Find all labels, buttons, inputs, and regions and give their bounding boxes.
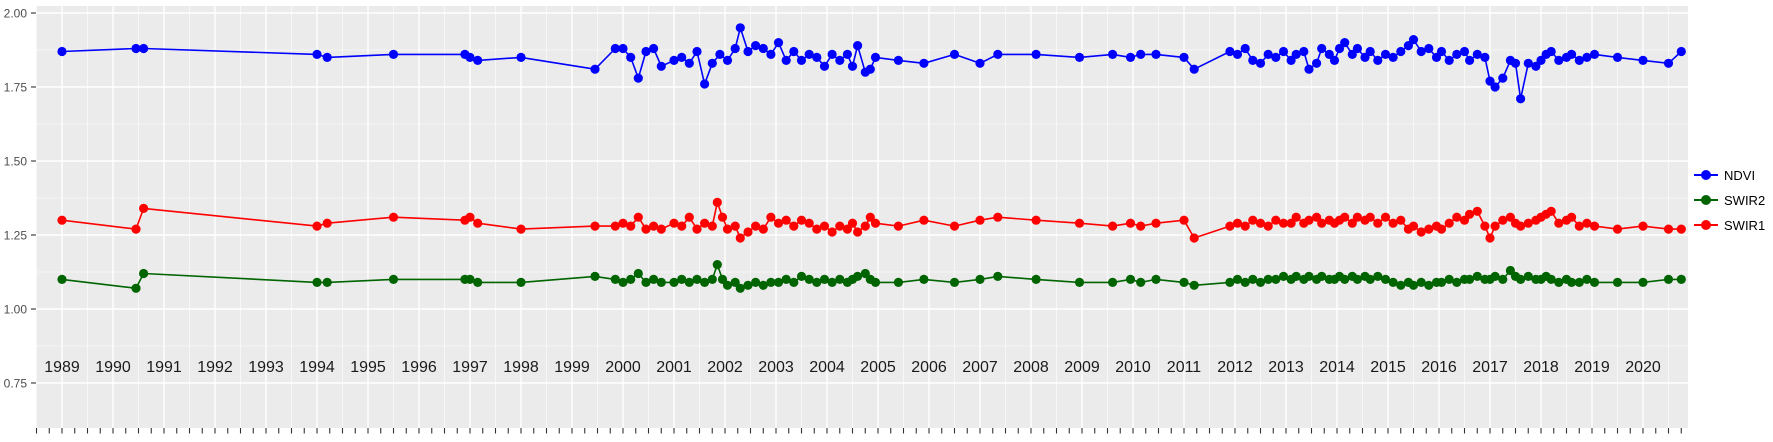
svg-text:2003: 2003 — [758, 359, 794, 376]
minor-gridlines — [36, 6, 1688, 428]
svg-text:2008: 2008 — [1013, 359, 1049, 376]
svg-text:1999: 1999 — [554, 359, 590, 376]
legend-label-ndvi: NDVI — [1724, 167, 1756, 183]
legend-key-swir2-icon — [1694, 192, 1718, 208]
svg-text:1997: 1997 — [452, 359, 488, 376]
svg-text:1998: 1998 — [503, 359, 539, 376]
axis-ticks — [31, 12, 1682, 434]
svg-text:1991: 1991 — [146, 359, 182, 376]
y-axis-labels: 2.00 1.75 1.50 1.25 1.00 0.75 — [4, 7, 28, 391]
svg-text:2009: 2009 — [1064, 359, 1100, 376]
svg-text:2002: 2002 — [707, 359, 743, 376]
x-axis-labels: 1989 1990 1991 1992 1993 1994 1995 1996 1997 1998… — [44, 359, 1661, 376]
series-NDVI — [57, 23, 1686, 104]
svg-text:2017: 2017 — [1472, 359, 1508, 376]
svg-text:2016: 2016 — [1421, 359, 1457, 376]
svg-text:2000: 2000 — [605, 359, 641, 376]
svg-text:1994: 1994 — [299, 359, 335, 376]
svg-text:2014: 2014 — [1319, 359, 1355, 376]
svg-text:1.00: 1.00 — [4, 303, 28, 317]
legend-key-swir1-icon — [1694, 217, 1718, 233]
panel-background — [36, 6, 1688, 428]
svg-text:2004: 2004 — [809, 359, 845, 376]
svg-text:2001: 2001 — [656, 359, 692, 376]
svg-text:2011: 2011 — [1167, 359, 1202, 376]
legend-item-swir1: SWIR1 — [1694, 216, 1765, 234]
legend-label-swir1: SWIR1 — [1724, 217, 1766, 233]
svg-text:1.75: 1.75 — [4, 81, 28, 95]
legend: NDVI SWIR2 SWIR1 — [1694, 166, 1766, 234]
svg-text:2006: 2006 — [911, 359, 947, 376]
svg-text:1989: 1989 — [44, 359, 80, 376]
svg-text:2018: 2018 — [1523, 359, 1559, 376]
series-SWIR1 — [57, 197, 1686, 243]
series-SWIR2 — [57, 260, 1686, 293]
svg-text:2.00: 2.00 — [4, 7, 28, 21]
svg-text:1992: 1992 — [197, 359, 233, 376]
svg-text:1.50: 1.50 — [4, 155, 28, 169]
svg-text:2012: 2012 — [1217, 359, 1253, 376]
svg-text:2005: 2005 — [860, 359, 896, 376]
svg-text:1990: 1990 — [95, 359, 131, 376]
svg-text:2013: 2013 — [1268, 359, 1304, 376]
svg-text:2019: 2019 — [1574, 359, 1610, 376]
svg-text:1993: 1993 — [248, 359, 284, 376]
svg-text:1996: 1996 — [401, 359, 437, 376]
svg-text:2010: 2010 — [1115, 359, 1151, 376]
svg-text:0.75: 0.75 — [4, 377, 28, 391]
svg-text:2015: 2015 — [1370, 359, 1406, 376]
svg-text:1.25: 1.25 — [4, 229, 28, 243]
svg-text:2020: 2020 — [1625, 359, 1661, 376]
legend-item-swir2: SWIR2 — [1694, 191, 1765, 209]
legend-item-ndvi: NDVI — [1694, 166, 1765, 184]
svg-text:1995: 1995 — [350, 359, 386, 376]
legend-label-swir2: SWIR2 — [1724, 192, 1766, 208]
svg-text:2007: 2007 — [962, 359, 998, 376]
legend-key-ndvi-icon — [1694, 167, 1718, 183]
